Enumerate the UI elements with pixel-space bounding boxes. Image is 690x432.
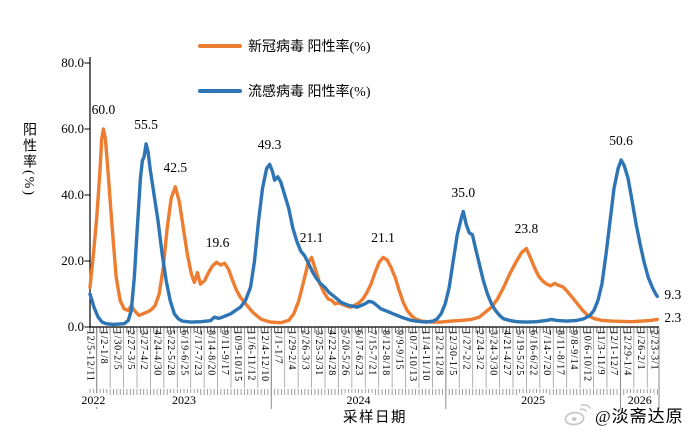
x-date-label: 9/9-9/15 — [393, 330, 405, 371]
y-tick-label: 20.0 — [61, 253, 84, 268]
x-date-label: 11/6-11/12 — [245, 330, 257, 382]
data-label-peak: 23.8 — [514, 221, 539, 237]
x-date-label: 6/19-6/25 — [178, 330, 190, 377]
y-axis-title: 阳性率(%) — [21, 122, 36, 197]
x-date-label: 1/2-1/8 — [97, 330, 109, 365]
data-label-peak: 55.5 — [134, 116, 158, 132]
data-label-peak: 21.1 — [371, 230, 395, 246]
x-date-label: 5/22-5/28 — [165, 330, 177, 377]
x-date-label: 3/27-4/2 — [138, 330, 150, 371]
x-date-label: 1/1-1/7 — [272, 330, 284, 365]
year-label: 2022 — [79, 393, 108, 407]
x-date-label: 12/2-12/8 — [433, 330, 445, 377]
x-date-label: 4/22-4/28 — [326, 330, 338, 377]
x-date-label: 3/25-3/31 — [312, 330, 324, 377]
x-date-label: 1/27-2/2 — [460, 330, 472, 371]
legend-label-covid: 新冠病毒 阳性率(%) — [248, 40, 371, 55]
x-date-label: 4/24-4/30 — [151, 330, 163, 377]
x-date-label: 10/9-10/15 — [232, 330, 244, 382]
y-tick-label: 0.0 — [67, 319, 84, 334]
weibo-icon — [564, 404, 591, 426]
x-date-label: 8/11-8/17 — [554, 330, 566, 376]
x-date-label: 9/8-9/14 — [567, 330, 579, 371]
x-date-label: 12/4-12/10 — [259, 330, 271, 382]
x-date-label: 6/17-6/23 — [353, 330, 365, 377]
x-date-label: 8/12-8/18 — [379, 330, 391, 377]
year-label: 2026 — [625, 393, 654, 407]
x-date-label: 2/27-3/5 — [124, 330, 136, 371]
data-label-end: 9.3 — [664, 287, 682, 303]
covid-line-swatch-icon — [198, 44, 242, 48]
year-label: 2023 — [169, 393, 198, 407]
year-label: 2025 — [519, 393, 548, 407]
data-label-peak: 42.5 — [163, 159, 188, 175]
x-date-label: 11/3-11/9 — [594, 330, 606, 376]
x-date-label: 1/30-2/5 — [111, 330, 123, 371]
x-date-label: 5/20-5/26 — [339, 330, 351, 377]
x-date-label: 12/1-12/7 — [608, 330, 620, 377]
flu-series-line — [88, 142, 659, 327]
data-label-peak: 50.6 — [609, 133, 633, 149]
x-date-label: 11/4-11/10 — [420, 330, 432, 382]
x-date-label: 9/11-9/17 — [218, 330, 230, 376]
x-date-label: 2/23-3/1 — [648, 330, 660, 371]
x-date-label: 4/21-4/27 — [500, 330, 512, 377]
data-label-peak: 60.0 — [91, 102, 116, 117]
x-date-label: 1/29-2/4 — [285, 330, 297, 371]
watermark-handle: @淡斋达原 — [595, 407, 684, 426]
y-tick-label: 40.0 — [61, 187, 84, 202]
flu-line-swatch-icon — [198, 89, 242, 93]
legend-entry-covid: 新冠病毒 阳性率(%) — [198, 36, 371, 56]
covid-series-line — [88, 127, 659, 325]
x-date-label: 2/26-3/3 — [299, 330, 311, 371]
x-axis-title: 采样日期 — [343, 410, 407, 426]
x-date-label: 12/5-12/11 — [84, 330, 96, 382]
x-date-label: 7/17-7/23 — [191, 330, 203, 377]
x-date-label: 8/14-8/20 — [205, 330, 217, 377]
x-date-label: 2/24-3/2 — [473, 330, 485, 371]
x-date-label: 7/14-7/20 — [541, 330, 553, 377]
watermark: @淡斋达原 — [563, 402, 684, 427]
year-label: 2024 — [344, 393, 373, 407]
x-date-label: 3/24-3/30 — [487, 330, 499, 377]
data-label-peak: 49.3 — [257, 137, 282, 153]
x-date-label: 12/29-1/4 — [621, 330, 633, 377]
y-tick-label: 80.0 — [61, 55, 84, 70]
legend-entry-flu: 流感病毒 阳性率(%) — [198, 81, 371, 101]
x-date-label: 1/26-2/1 — [635, 330, 647, 371]
x-date-label: 10/7-10/13 — [406, 330, 418, 382]
data-label-peak: 35.0 — [451, 184, 476, 200]
x-date-label: 5/19-5/25 — [514, 330, 526, 377]
x-date-label: 7/15-7/21 — [366, 330, 378, 377]
data-label-peak: 19.6 — [205, 235, 230, 251]
x-date-label: 10/6-10/12 — [581, 330, 593, 382]
y-tick-label: 60.0 — [61, 121, 84, 136]
data-label-peak: 21.1 — [299, 230, 324, 246]
x-date-label: 12/30-1/5 — [447, 330, 459, 377]
x-date-label: 6/16-6/22 — [527, 330, 539, 377]
data-label-end: 2.3 — [664, 310, 682, 326]
legend-label-flu: 流感病毒 阳性率(%) — [248, 85, 371, 100]
